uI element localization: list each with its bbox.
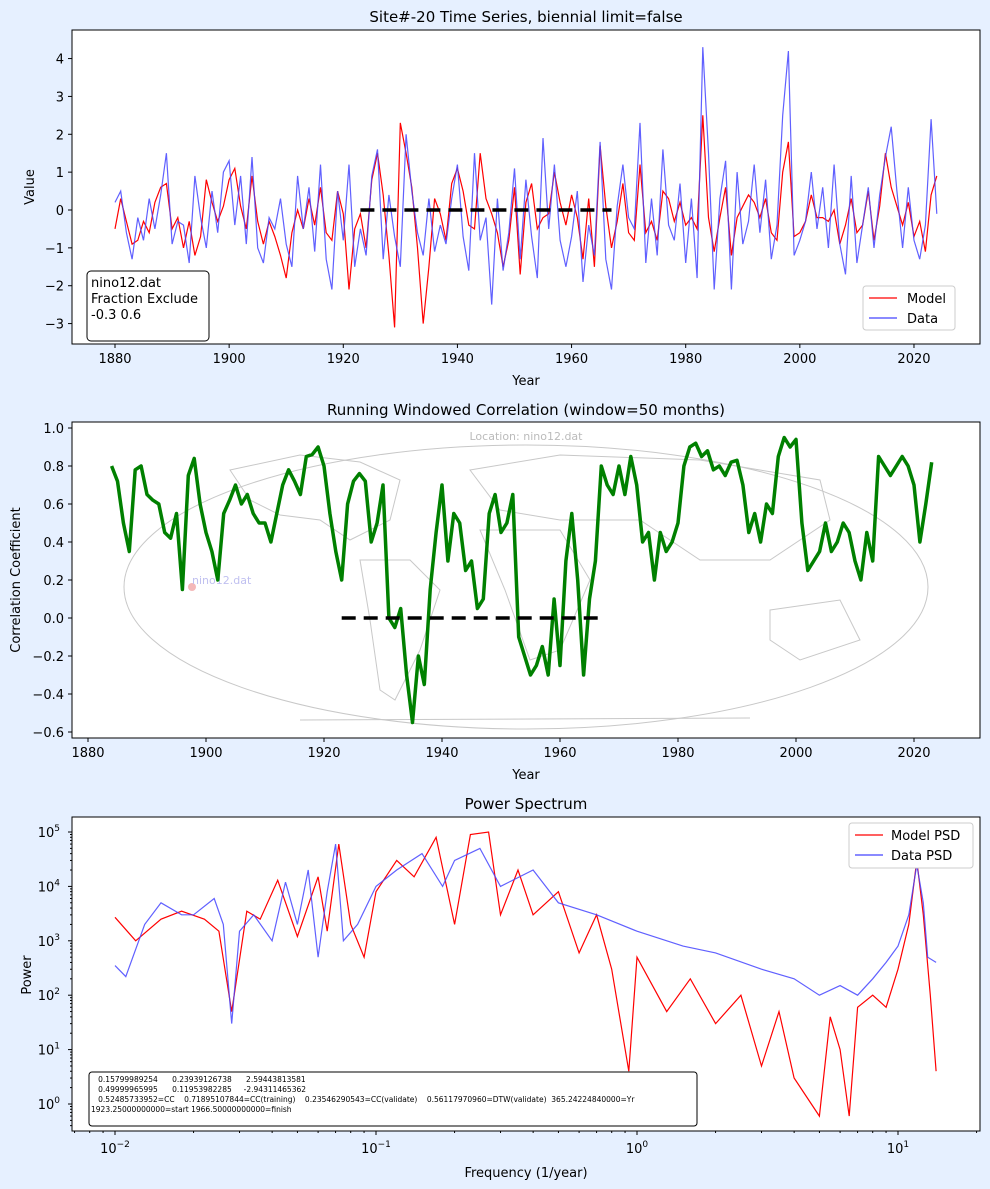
y-tick-label: −3 (45, 318, 64, 333)
axes-frame (71, 816, 981, 1132)
y-tick-label: 0.2 (43, 574, 64, 589)
axes-frame (71, 29, 981, 345)
x-tick-label: 1880 (71, 746, 104, 761)
annotation-line: 0.49999965995 0.11953982285 -2.943114653… (91, 1085, 306, 1094)
x-tick-label: 2000 (779, 746, 812, 761)
series-lines (114, 831, 937, 1118)
series-data-psd-line (114, 843, 937, 1024)
annotation-line: nino12.dat (91, 276, 161, 291)
location-marker (188, 583, 196, 591)
y-tick-label: −1 (45, 242, 64, 257)
antarctica-outline (299, 717, 751, 721)
y-tick-label: 0.6 (43, 498, 64, 513)
annotation-line: -0.3 0.6 (91, 308, 141, 323)
y-tick-label: −0.2 (32, 650, 64, 665)
y-axis-label: Correlation Coefficient (9, 507, 24, 653)
series-model-line (114, 115, 938, 328)
correlation-line (109, 435, 934, 725)
y-tick-label: 0.4 (43, 536, 64, 551)
series-lines (109, 435, 934, 725)
x-axis-label: Year (511, 768, 540, 783)
x-tick-label: 1900 (189, 746, 222, 761)
axes-frame (71, 421, 981, 739)
y-axis-label: Value (23, 169, 38, 205)
annotation-frame (86, 270, 210, 342)
y-tick-label: 3 (56, 90, 64, 105)
y-tick-label: 1 (56, 166, 64, 181)
x-tick-label: 1960 (555, 352, 588, 367)
legend-label-model-psd: Model PSD (891, 829, 960, 844)
series-lines (114, 47, 938, 328)
plot-area (72, 422, 980, 738)
world-map-background (123, 444, 929, 730)
location-marker-label: nino12.dat (192, 574, 252, 587)
x-tick-label: 1880 (98, 352, 131, 367)
annotation-line: 0.15799989254 0.23939126738 2.5944381358… (91, 1075, 306, 1084)
annotation-line: Fraction Exclude (91, 292, 198, 307)
x-tick-label: 1920 (307, 746, 340, 761)
eurasia-outline (469, 454, 831, 561)
annotation-box: nino12.dat Fraction Exclude -0.3 0.6 (86, 270, 210, 342)
y-tick-label: −0.4 (32, 688, 64, 703)
map-location-title: Location: nino12.dat (470, 430, 584, 443)
axis-ticks: 1880 1900 1920 1940 1960 1980 2000 2020 −3 −2 −1 0 1… (45, 53, 931, 367)
australia-outline (769, 599, 861, 661)
y-tick-label: 1.0 (43, 422, 64, 437)
x-tick-label: 1980 (661, 746, 694, 761)
map-outline (123, 444, 929, 730)
legend-label-model: Model (907, 292, 946, 307)
x-tick-label: 1980 (669, 352, 702, 367)
annotation-box: 0.15799989254 0.23939126738 2.5944381358… (88, 1071, 698, 1127)
plot-area (72, 30, 980, 344)
annotation-line: 1923.25000000000=start 1966.50000000000=… (91, 1105, 292, 1114)
x-tick-label: 2020 (897, 352, 930, 367)
y-tick-label: 0.8 (43, 460, 64, 475)
x-tick-label: 1920 (327, 352, 360, 367)
x-axis-label: Year (511, 374, 540, 389)
series-model-psd-line (114, 831, 937, 1118)
annotation-line: 0.52485733952=CC 0.71895107844=CC(traini… (91, 1095, 635, 1104)
x-tick-label: 1900 (213, 352, 246, 367)
legend: Model PSD Data PSD (848, 822, 974, 869)
y-tick-label: 0.0 (43, 612, 64, 627)
chart-title: Running Windowed Correlation (window=50 … (327, 401, 725, 419)
y-tick-label: 4 (56, 53, 64, 68)
y-tick-label: −2 (45, 280, 64, 295)
legend-frame (862, 285, 956, 331)
y-axis-label: Power (20, 955, 35, 995)
x-axis-label: Frequency (1/year) (464, 1166, 587, 1181)
legend-label-data-psd: Data PSD (891, 849, 952, 864)
x-tick-label: 1960 (543, 746, 576, 761)
y-tick-label: 0 (56, 204, 64, 219)
chart-title: Site#-20 Time Series, biennial limit=fal… (369, 8, 682, 26)
chart-title: Power Spectrum (465, 795, 588, 813)
x-tick-label: 1940 (425, 746, 458, 761)
x-tick-label: 1940 (441, 352, 474, 367)
y-tick-label: −0.6 (32, 726, 64, 741)
correlation-panel: Location: nino12.dat nino12.dat 1880 1900… (9, 401, 981, 783)
legend-label-data: Data (907, 312, 938, 327)
time-series-panel: 1880 1900 1920 1940 1960 1980 2000 2020 −3 −2 −1 0 1… (23, 8, 981, 389)
annotation-frame (88, 1071, 698, 1127)
legend: Model Data (862, 285, 956, 331)
x-tick-label: 2000 (783, 352, 816, 367)
axis-ticks: 1880 1900 1920 1940 1960 1980 2000 2020 −0.6 −0.4… (32, 422, 930, 761)
series-data-line (114, 47, 938, 305)
y-tick-label: 2 (56, 128, 64, 143)
legend-frame (848, 822, 974, 869)
x-tick-label: 2020 (897, 746, 930, 761)
